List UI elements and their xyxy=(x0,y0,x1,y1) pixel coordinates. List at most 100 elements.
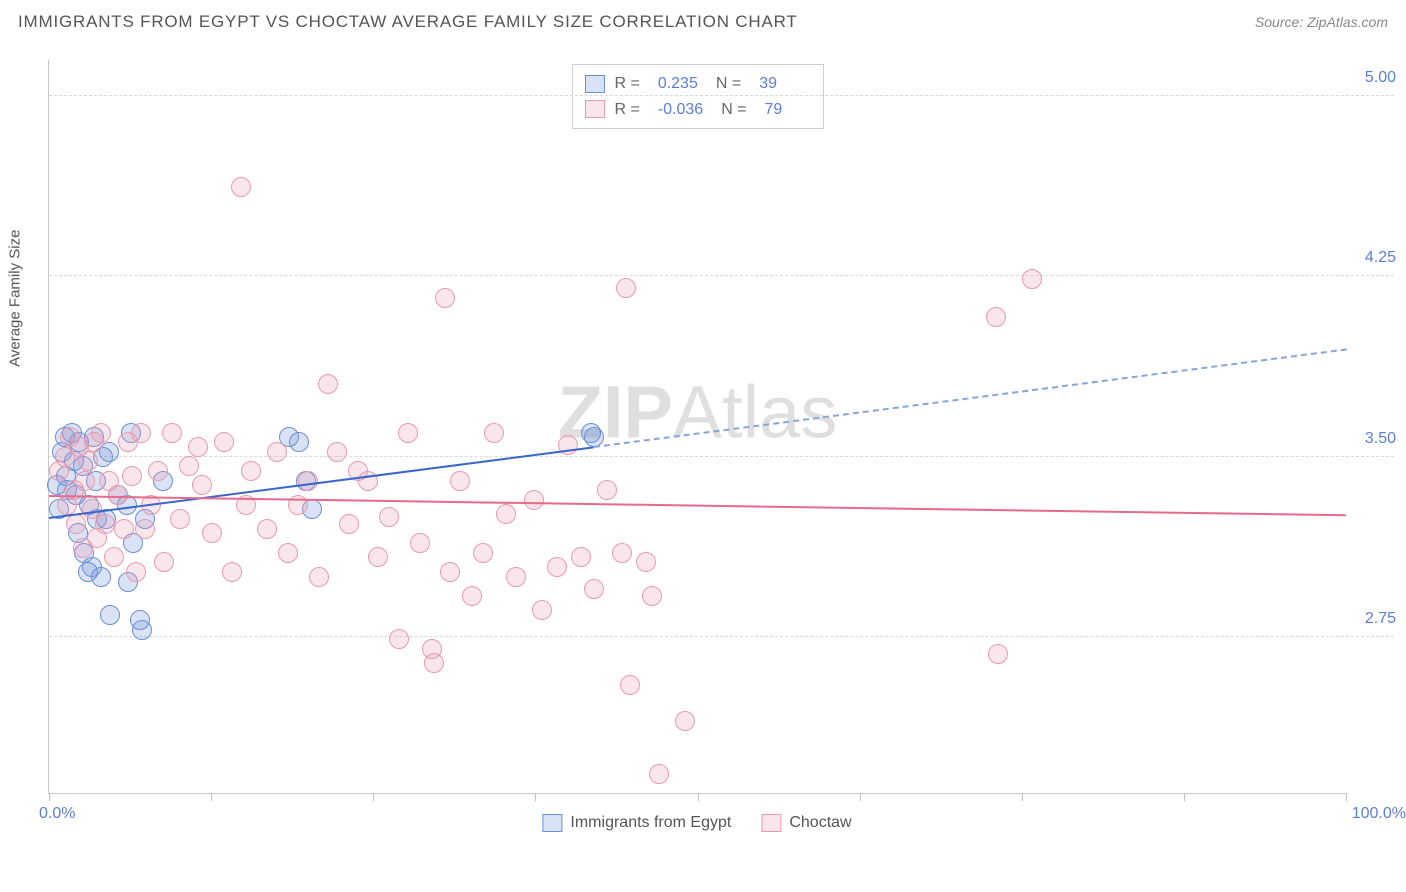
n-value-egypt: 39 xyxy=(751,71,805,97)
legend-item-egypt: Immigrants from Egypt xyxy=(542,814,731,832)
data-point xyxy=(126,562,146,582)
data-point xyxy=(66,514,86,534)
data-point xyxy=(675,711,695,731)
x-tick xyxy=(1022,793,1023,801)
data-point xyxy=(241,461,261,481)
data-point xyxy=(289,432,309,452)
data-point xyxy=(339,514,359,534)
y-tick-label: 4.25 xyxy=(1352,249,1396,267)
data-point xyxy=(473,543,493,563)
data-point xyxy=(506,567,526,587)
data-point xyxy=(170,509,190,529)
data-point xyxy=(642,586,662,606)
data-point xyxy=(327,442,347,462)
data-point xyxy=(398,423,418,443)
source-label: Source: ZipAtlas.com xyxy=(1255,14,1388,30)
swatch-egypt xyxy=(584,75,604,93)
y-tick-label: 5.00 xyxy=(1352,69,1396,87)
data-point xyxy=(649,764,669,784)
data-point xyxy=(435,288,455,308)
legend-row-choctaw: R = -0.036 N = 79 xyxy=(584,97,810,123)
x-tick xyxy=(211,793,212,801)
data-point xyxy=(597,480,617,500)
series-legend: Immigrants from Egypt Choctaw xyxy=(542,814,851,832)
legend-item-choctaw: Choctaw xyxy=(761,814,851,832)
data-point xyxy=(91,423,111,443)
data-point xyxy=(148,461,168,481)
legend-label-egypt: Immigrants from Egypt xyxy=(570,814,731,832)
data-point xyxy=(440,562,460,582)
n-label: N = xyxy=(721,97,746,123)
data-point xyxy=(162,423,182,443)
data-point xyxy=(214,432,234,452)
data-point xyxy=(424,653,444,673)
data-point xyxy=(78,451,98,471)
data-point xyxy=(132,620,152,640)
watermark-part2: Atlas xyxy=(673,370,838,453)
grid-line xyxy=(49,456,1394,457)
data-point xyxy=(532,600,552,620)
chart-title: IMMIGRANTS FROM EGYPT VS CHOCTAW AVERAGE… xyxy=(18,12,798,32)
data-point xyxy=(95,514,115,534)
data-point xyxy=(484,423,504,443)
data-point xyxy=(188,437,208,457)
legend-label-choctaw: Choctaw xyxy=(789,814,851,832)
data-point xyxy=(75,471,95,491)
y-axis-label: Average Family Size xyxy=(7,229,24,366)
data-point xyxy=(318,374,338,394)
r-value-choctaw: -0.036 xyxy=(650,97,711,123)
r-value-egypt: 0.235 xyxy=(650,71,706,97)
x-tick xyxy=(1346,793,1347,801)
legend-row-egypt: R = 0.235 N = 39 xyxy=(584,71,810,97)
data-point xyxy=(122,466,142,486)
data-point xyxy=(231,177,251,197)
data-point xyxy=(636,552,656,572)
data-point xyxy=(524,490,544,510)
data-point xyxy=(584,579,604,599)
x-tick xyxy=(698,793,699,801)
data-point xyxy=(131,423,151,443)
x-axis-max-label: 100.0% xyxy=(1352,805,1406,823)
x-tick xyxy=(535,793,536,801)
chart-container: ZIPAtlas Average Family Size R = 0.235 N… xyxy=(48,60,1346,842)
data-point xyxy=(100,605,120,625)
data-point xyxy=(450,471,470,491)
data-point xyxy=(988,644,1008,664)
data-point xyxy=(571,547,591,567)
data-point xyxy=(278,543,298,563)
data-point xyxy=(1022,269,1042,289)
x-tick xyxy=(373,793,374,801)
data-point xyxy=(104,547,124,567)
x-tick xyxy=(860,793,861,801)
data-point xyxy=(192,475,212,495)
data-point xyxy=(986,307,1006,327)
data-point xyxy=(267,442,287,462)
grid-line xyxy=(49,275,1394,276)
data-point xyxy=(222,562,242,582)
data-point xyxy=(616,278,636,298)
data-point xyxy=(179,456,199,476)
data-point xyxy=(368,547,388,567)
data-point xyxy=(91,567,111,587)
grid-line xyxy=(49,636,1394,637)
data-point xyxy=(410,533,430,553)
x-tick xyxy=(49,793,50,801)
data-point xyxy=(379,507,399,527)
data-point xyxy=(462,586,482,606)
y-tick-label: 2.75 xyxy=(1352,610,1396,628)
plot-area: ZIPAtlas Average Family Size R = 0.235 N… xyxy=(48,60,1346,794)
swatch-egypt-icon xyxy=(542,814,562,832)
y-tick-label: 3.50 xyxy=(1352,430,1396,448)
swatch-choctaw xyxy=(584,100,604,118)
data-point xyxy=(202,523,222,543)
data-point xyxy=(620,675,640,695)
grid-line xyxy=(49,95,1394,96)
data-point xyxy=(154,552,174,572)
x-axis-min-label: 0.0% xyxy=(39,805,75,823)
n-value-choctaw: 79 xyxy=(757,97,811,123)
data-point xyxy=(135,519,155,539)
data-point xyxy=(257,519,277,539)
data-point xyxy=(612,543,632,563)
r-label: R = xyxy=(614,97,639,123)
swatch-choctaw-icon xyxy=(761,814,781,832)
